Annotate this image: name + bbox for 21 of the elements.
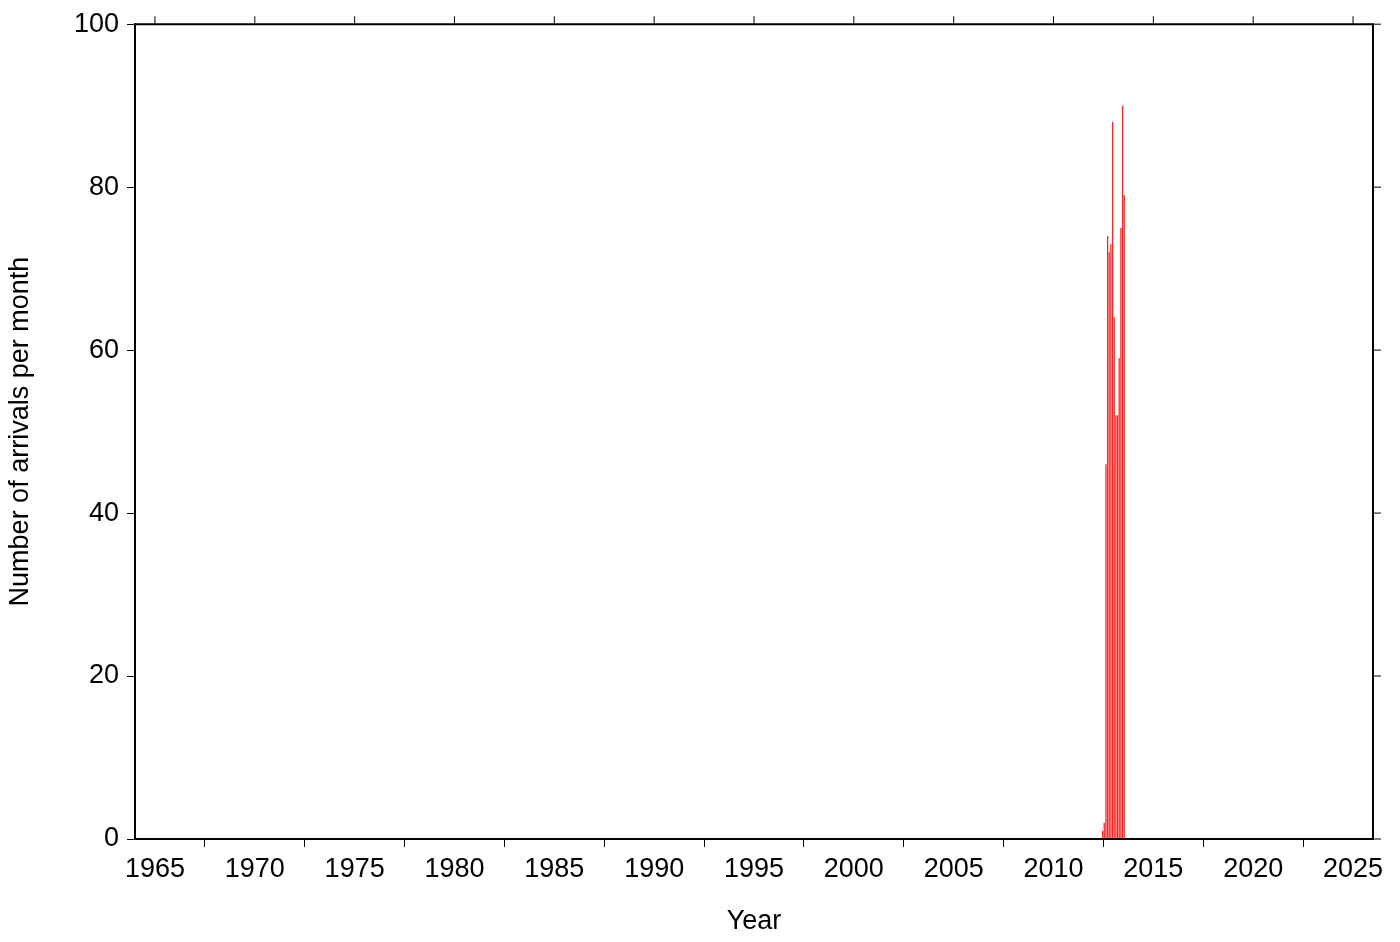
x-tick-label: 2010 [1023,852,1084,883]
x-tick-label: 2015 [1123,852,1184,883]
x-tick-label: 2020 [1223,852,1284,883]
y-tick-label: 100 [73,7,119,38]
x-tick-label: 1985 [524,852,585,883]
y-tick-label: 0 [103,822,119,853]
x-tick-label: 1990 [624,852,685,883]
x-tick-label: 1970 [224,852,285,883]
x-tick-label: 2025 [1322,852,1384,883]
y-tick-label: 60 [88,333,119,364]
y-tick-label: 40 [88,496,119,527]
x-axis-title: Year [726,905,782,936]
y-axis-title: Number of arrivals per month [3,256,34,607]
y-tick-label: 20 [88,659,119,690]
y-tick-label: 80 [88,170,119,201]
x-tick-label: 2000 [823,852,884,883]
x-tick-label: 1965 [124,852,186,883]
x-tick-label: 1975 [324,852,385,883]
x-tick-label: 2005 [923,852,984,883]
x-tick-label: 1980 [424,852,485,883]
x-tick-label: 1995 [723,852,785,883]
